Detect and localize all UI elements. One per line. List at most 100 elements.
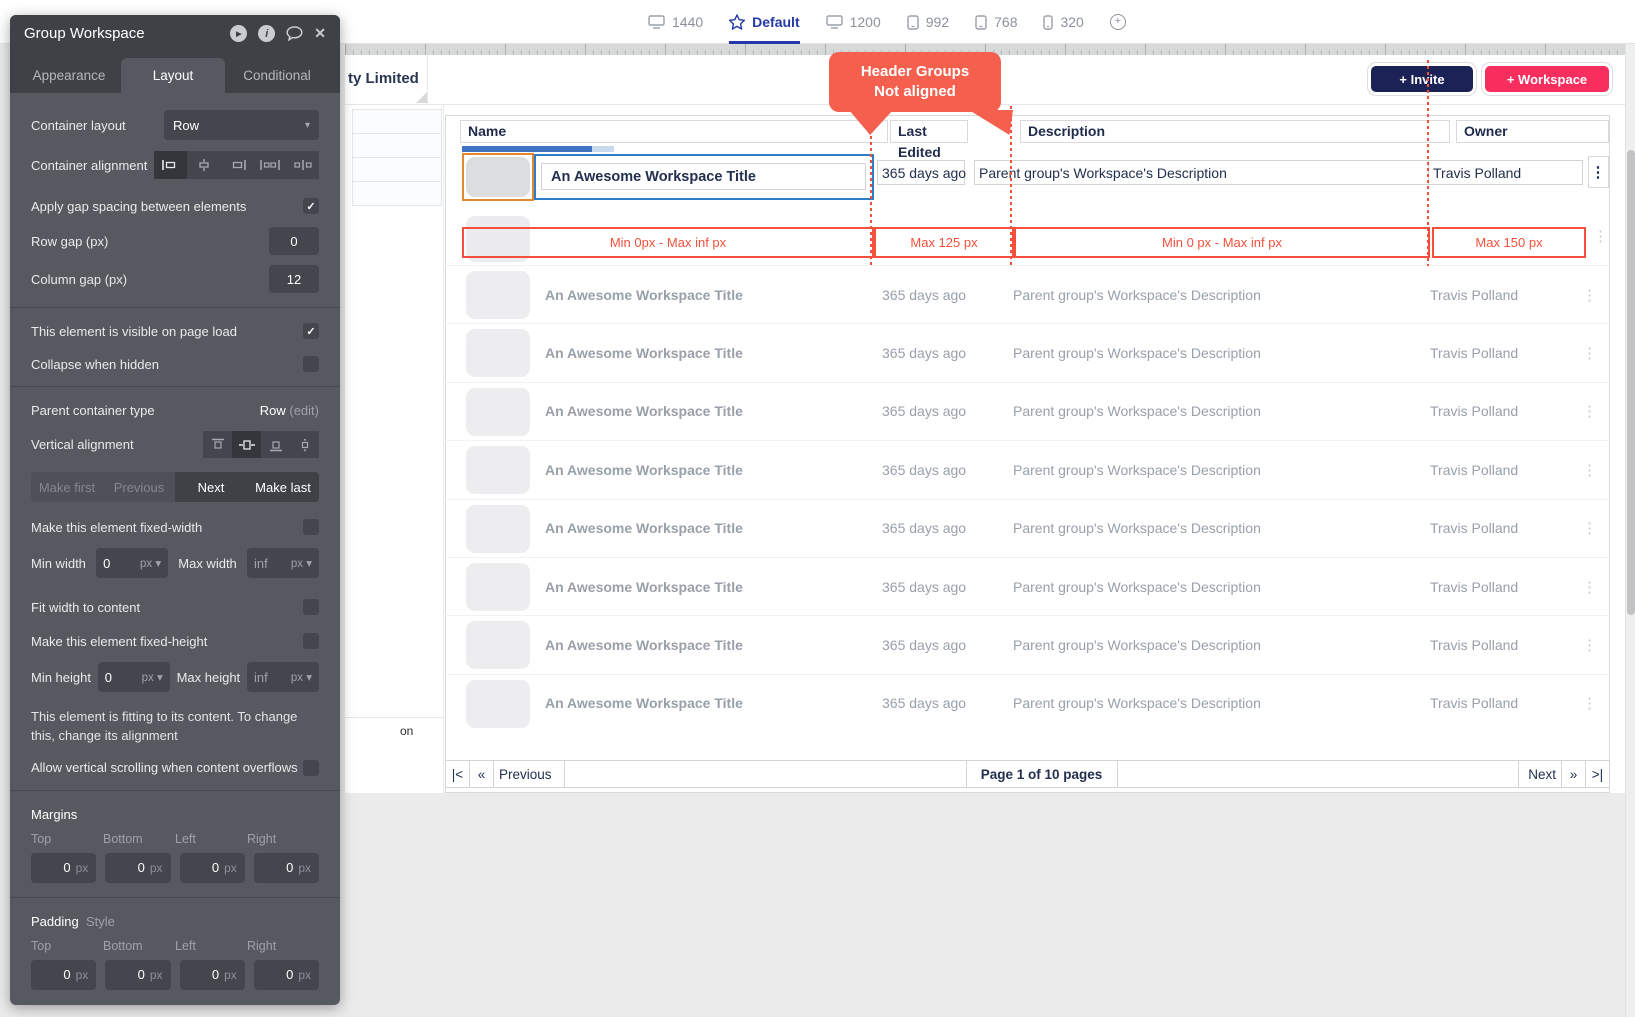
collapse-hidden-checkbox[interactable] bbox=[303, 356, 319, 372]
row-menu-icon[interactable]: ⋮ bbox=[1582, 520, 1598, 538]
column-header-description[interactable]: Description bbox=[1020, 120, 1450, 143]
table-row[interactable]: An Awesome Workspace Title 365 days ago … bbox=[445, 323, 1610, 381]
table-row[interactable]: An Awesome Workspace Title 365 days ago … bbox=[445, 265, 1610, 323]
invite-button[interactable]: + Invite bbox=[1367, 62, 1477, 96]
selected-row-title[interactable]: An Awesome Workspace Title bbox=[541, 163, 866, 190]
valign-top-icon[interactable] bbox=[203, 431, 232, 458]
row-menu-icon[interactable]: ⋮ bbox=[1582, 461, 1598, 479]
resize-handle-icon[interactable] bbox=[416, 92, 427, 103]
unit-dropdown[interactable]: px ▾ bbox=[139, 558, 162, 570]
row-menu-icon[interactable]: ⋮ bbox=[1582, 345, 1598, 363]
play-circle-icon[interactable]: ▶ bbox=[230, 25, 248, 42]
close-icon[interactable]: ✕ bbox=[314, 25, 326, 41]
vertical-scrollbar[interactable] bbox=[1625, 44, 1635, 1017]
selected-group-outline[interactable] bbox=[534, 154, 874, 200]
breakpoint-default[interactable]: Default bbox=[729, 0, 800, 44]
margin-top-input[interactable]: 0 px bbox=[31, 852, 97, 883]
tab-appearance[interactable]: Appearance bbox=[32, 68, 106, 83]
app-title-cell[interactable]: ty Limited bbox=[345, 55, 428, 105]
valign-center-icon[interactable] bbox=[232, 431, 261, 458]
column-gap-input[interactable]: 12 bbox=[269, 265, 319, 293]
breakpoint-1440[interactable]: 1440 bbox=[648, 0, 703, 44]
breakpoint-1200[interactable]: 1200 bbox=[825, 0, 881, 44]
row-menu-icon[interactable]: ⋮ bbox=[1582, 636, 1598, 654]
min-width-input[interactable]: 0 px ▾ bbox=[96, 548, 169, 578]
max-width-input[interactable]: inf px ▾ bbox=[246, 548, 319, 578]
unit-dropdown[interactable]: px ▾ bbox=[290, 672, 312, 684]
selected-thumbnail-outline[interactable] bbox=[462, 153, 534, 201]
breakpoint-768[interactable]: 768 bbox=[975, 0, 1017, 44]
selection-resize-bar[interactable] bbox=[462, 146, 592, 152]
row-gap-input[interactable]: 0 bbox=[269, 227, 319, 255]
margin-right-input[interactable]: 0 px bbox=[253, 852, 319, 883]
workspace-button[interactable]: + Workspace bbox=[1481, 62, 1613, 96]
vertical-scroll-checkbox[interactable] bbox=[303, 759, 319, 776]
table-row[interactable]: An Awesome Workspace Title 365 days ago … bbox=[445, 615, 1610, 673]
column-header-owner[interactable]: Owner bbox=[1456, 120, 1609, 143]
panel-header[interactable]: Group Workspace ▶ i ✕ bbox=[10, 15, 340, 52]
selection-resize-bar-end[interactable] bbox=[592, 146, 614, 152]
space-between-icon[interactable] bbox=[253, 151, 286, 179]
row-menu-icon[interactable]: ⋮ bbox=[1582, 578, 1598, 596]
table-row[interactable]: An Awesome Workspace Title 365 days ago … bbox=[445, 498, 1610, 557]
padding-left-input[interactable]: 0 px bbox=[179, 959, 245, 990]
margin-left-input[interactable]: 0 px bbox=[179, 852, 245, 883]
table-row[interactable]: An Awesome Workspace Title 365 days ago … bbox=[445, 556, 1610, 615]
column-header-name[interactable]: Name bbox=[460, 120, 888, 143]
table-row[interactable]: An Awesome Workspace Title 365 days ago … bbox=[445, 673, 1610, 732]
column-header-last-edited[interactable]: Last Edited bbox=[890, 120, 968, 160]
selected-row-owner[interactable]: Travis Polland bbox=[1428, 160, 1583, 185]
nav-menu-item[interactable] bbox=[352, 133, 442, 158]
make-first-button[interactable]: Make first bbox=[31, 472, 103, 502]
gap-spacing-checkbox[interactable]: ✓ bbox=[303, 198, 319, 214]
last-page-button[interactable]: >| bbox=[1585, 760, 1610, 788]
row-menu-icon[interactable]: ⋮ bbox=[1582, 403, 1598, 421]
tab-conditional[interactable]: Conditional bbox=[243, 68, 311, 83]
edit-link[interactable]: (edit) bbox=[289, 403, 319, 418]
visible-on-load-checkbox[interactable]: ✓ bbox=[303, 323, 319, 339]
unit-dropdown[interactable]: px ▾ bbox=[290, 558, 312, 570]
comment-icon[interactable] bbox=[286, 26, 303, 41]
add-breakpoint-button[interactable]: + bbox=[1109, 0, 1126, 44]
workspace-table-container[interactable] bbox=[445, 115, 1610, 793]
padding-bottom-input[interactable]: 0 px bbox=[105, 959, 171, 990]
fixed-width-checkbox[interactable] bbox=[303, 519, 319, 535]
space-around-icon[interactable] bbox=[286, 151, 319, 179]
next-element-button[interactable]: Next bbox=[175, 472, 247, 502]
row-menu-icon[interactable]: ⋮ bbox=[1588, 156, 1609, 188]
previous-button[interactable]: Previous bbox=[493, 760, 565, 788]
make-last-button[interactable]: Make last bbox=[247, 472, 319, 502]
info-circle-icon[interactable]: i bbox=[258, 25, 276, 42]
padding-style-link[interactable]: Style bbox=[85, 913, 115, 929]
padding-right-input[interactable]: 0 px bbox=[253, 959, 319, 990]
min-height-input[interactable]: 0 px ▾ bbox=[97, 662, 170, 692]
padding-top-input[interactable]: 0 px bbox=[31, 959, 97, 990]
next-page-icon-button[interactable]: » bbox=[1561, 760, 1586, 788]
row-menu-icon[interactable]: ⋮ bbox=[1582, 286, 1598, 304]
row-menu-icon[interactable]: ⋮ bbox=[1593, 228, 1609, 245]
selected-row-last-edited[interactable]: 365 days ago bbox=[877, 160, 966, 185]
nav-menu-item[interactable] bbox=[352, 109, 442, 134]
nav-menu-item[interactable] bbox=[352, 157, 442, 182]
nav-menu-item[interactable] bbox=[352, 181, 442, 206]
fixed-height-checkbox[interactable] bbox=[303, 633, 319, 649]
align-right-icon[interactable] bbox=[220, 151, 253, 179]
tab-layout[interactable]: Layout bbox=[121, 58, 225, 93]
margin-bottom-input[interactable]: 0 px bbox=[105, 852, 171, 883]
valign-distribute-icon[interactable] bbox=[290, 431, 319, 458]
unit-dropdown[interactable]: px ▾ bbox=[141, 672, 163, 684]
valign-bottom-icon[interactable] bbox=[261, 431, 290, 458]
container-layout-select[interactable]: Row ▾ bbox=[164, 110, 319, 140]
align-center-h-icon[interactable] bbox=[187, 151, 220, 179]
breakpoint-992[interactable]: 992 bbox=[907, 0, 949, 44]
selected-row-description[interactable]: Parent group's Workspace's Description bbox=[974, 160, 1449, 185]
row-menu-icon[interactable]: ⋮ bbox=[1582, 695, 1598, 713]
table-row[interactable]: An Awesome Workspace Title 365 days ago … bbox=[445, 381, 1610, 440]
previous-element-button[interactable]: Previous bbox=[103, 472, 175, 502]
next-button[interactable]: Next bbox=[1518, 760, 1562, 788]
scrollbar-thumb[interactable] bbox=[1627, 150, 1635, 615]
align-left-icon[interactable] bbox=[154, 151, 187, 179]
table-row[interactable]: An Awesome Workspace Title 365 days ago … bbox=[445, 440, 1610, 498]
first-page-button[interactable]: |< bbox=[445, 760, 470, 788]
max-height-input[interactable]: inf px ▾ bbox=[246, 662, 319, 692]
